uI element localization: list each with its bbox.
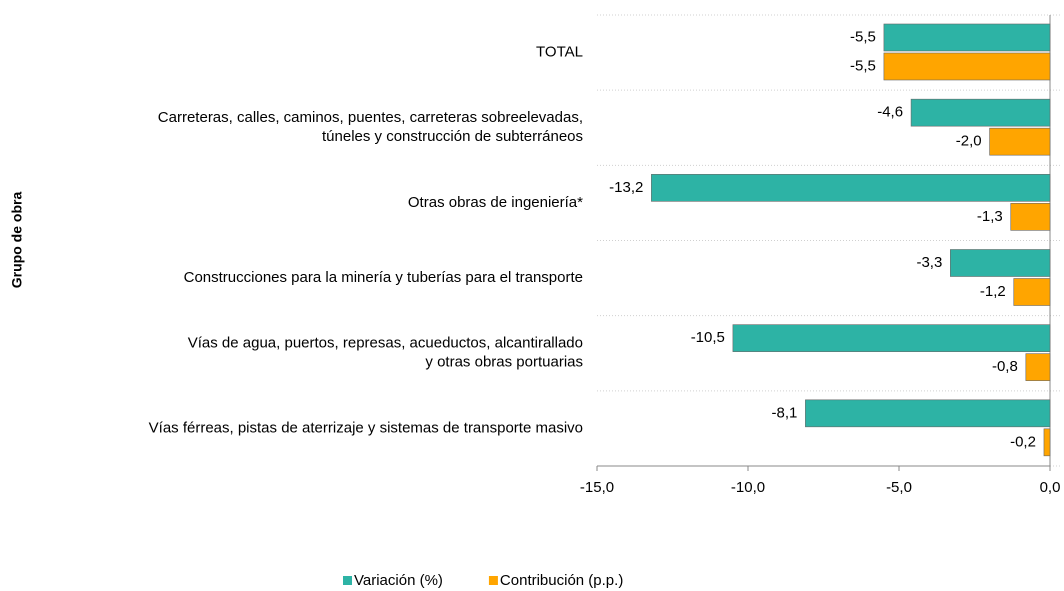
x-tick-label: -10,0	[731, 479, 765, 496]
legend-swatch	[343, 576, 352, 585]
legend-label: Variación (%)	[354, 572, 443, 589]
value-label: -10,5	[691, 329, 725, 346]
value-label: -3,3	[916, 254, 942, 271]
category-label: y otras obras portuarias	[425, 354, 583, 371]
bar	[950, 249, 1051, 277]
y-axis-title: Grupo de obra	[9, 192, 25, 289]
value-label: -8,1	[772, 404, 798, 421]
category-label: túneles y construcción de subterráneos	[322, 128, 583, 145]
category-label: Vías férreas, pistas de aterrizaje y sis…	[149, 419, 583, 436]
x-tick-label: 0,0	[1040, 479, 1061, 496]
bar	[910, 98, 1051, 127]
category-label: Otras obras de ingeniería*	[408, 194, 583, 211]
bar	[883, 52, 1051, 81]
value-label: -1,3	[977, 208, 1003, 225]
category-label: TOTAL	[536, 44, 583, 61]
bar	[732, 324, 1051, 352]
bar	[883, 23, 1051, 52]
bar	[651, 174, 1051, 202]
bar	[989, 127, 1051, 156]
value-label: -0,8	[992, 358, 1018, 375]
value-label: -0,2	[1010, 433, 1036, 450]
x-tick-label: -5,0	[886, 479, 912, 496]
legend-swatch	[488, 576, 498, 585]
value-label: -13,2	[609, 179, 643, 196]
value-label: -1,2	[980, 283, 1006, 300]
value-label: -4,6	[877, 104, 903, 121]
category-label: Carreteras, calles, caminos, puentes, ca…	[158, 109, 583, 126]
category-label: Construcciones para la minería y tubería…	[184, 269, 583, 286]
category-label: Vías de agua, puertos, represas, acueduc…	[188, 335, 583, 352]
bar	[805, 399, 1051, 428]
bar	[1043, 428, 1051, 457]
value-label: -5,5	[850, 28, 876, 45]
x-tick-label: -15,0	[580, 479, 614, 496]
bar	[1010, 203, 1051, 231]
value-label: -2,0	[956, 133, 982, 150]
legend-label: Contribución (p.p.)	[500, 572, 623, 589]
bar	[1025, 353, 1051, 381]
value-label: -5,5	[850, 57, 876, 74]
bar	[1013, 278, 1051, 306]
